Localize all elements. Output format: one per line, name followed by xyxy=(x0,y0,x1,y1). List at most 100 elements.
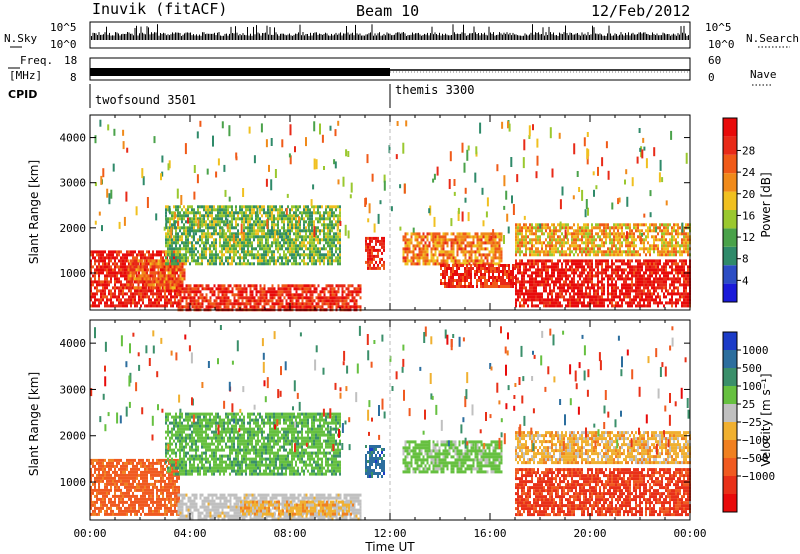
data-cell xyxy=(450,256,453,260)
data-cell xyxy=(191,223,193,227)
data-cell xyxy=(525,247,527,251)
data-cell xyxy=(183,305,186,309)
data-cell xyxy=(645,262,647,266)
data-cell xyxy=(193,226,195,230)
data-cell xyxy=(567,229,569,233)
data-cell xyxy=(537,292,539,296)
data-cell xyxy=(551,265,553,269)
data-cell xyxy=(199,229,201,233)
data-cell xyxy=(148,286,150,290)
data-cell xyxy=(543,301,545,305)
data-cell xyxy=(601,244,603,248)
data-cell xyxy=(175,262,177,266)
nsky-bar xyxy=(92,32,94,40)
data-cell xyxy=(215,253,217,257)
nsky-bar xyxy=(275,32,277,40)
data-cell xyxy=(637,268,639,272)
data-cell xyxy=(531,295,533,299)
nsky-bar xyxy=(596,33,598,40)
data-cell xyxy=(245,290,248,294)
data-cell xyxy=(373,257,375,261)
data-cell xyxy=(100,289,102,293)
data-cell xyxy=(126,298,128,302)
data-cell xyxy=(168,274,170,278)
data-cell xyxy=(301,287,304,291)
data-cell xyxy=(207,217,209,221)
data-cell xyxy=(687,304,689,308)
data-cell xyxy=(474,264,476,267)
nsky-bar xyxy=(658,35,659,40)
data-cell xyxy=(335,293,338,297)
data-cell xyxy=(675,223,677,227)
data-cell xyxy=(131,268,134,272)
data-cell xyxy=(309,305,312,309)
data-cell xyxy=(563,280,565,284)
data-cell xyxy=(480,279,482,282)
data-cell xyxy=(577,283,579,287)
data-cell xyxy=(565,265,567,269)
data-cell xyxy=(112,274,114,278)
data-cell xyxy=(98,277,100,281)
data-cell xyxy=(139,280,142,284)
data-cell xyxy=(527,295,529,299)
data-cell xyxy=(547,232,549,236)
data-cell xyxy=(160,289,162,293)
data-cell xyxy=(623,235,625,239)
nsky-bar xyxy=(443,35,445,40)
data-cell xyxy=(687,241,689,245)
data-cell xyxy=(671,253,673,257)
data-cell xyxy=(446,238,449,242)
data-cell xyxy=(613,235,615,239)
nsky-bar xyxy=(461,32,463,40)
data-cell xyxy=(629,289,631,293)
data-cell xyxy=(549,229,551,233)
data-cell xyxy=(223,284,226,288)
data-cell xyxy=(565,277,567,281)
data-cell xyxy=(185,247,187,251)
data-cell xyxy=(438,232,441,236)
data-cell xyxy=(162,250,164,254)
data-cell xyxy=(607,265,609,269)
data-cell xyxy=(104,268,106,272)
data-cell xyxy=(157,262,160,266)
data-cell xyxy=(607,223,609,227)
data-cell xyxy=(183,232,185,236)
data-cell xyxy=(102,265,104,269)
data-cell xyxy=(609,232,611,236)
data-cell xyxy=(126,250,128,254)
data-cell xyxy=(100,271,102,275)
nsky-bar xyxy=(154,32,155,40)
data-cell xyxy=(585,274,587,278)
nsky-bar xyxy=(218,32,220,40)
data-cell xyxy=(209,211,211,215)
data-cell xyxy=(474,262,477,266)
data-cell xyxy=(458,285,460,288)
data-cell xyxy=(545,244,547,248)
data-cell xyxy=(488,232,491,236)
nsky-bar xyxy=(545,32,547,40)
data-cell xyxy=(579,274,581,278)
nsky-bar xyxy=(421,35,422,40)
data-cell xyxy=(337,290,340,294)
data-cell xyxy=(573,259,575,263)
data-cell xyxy=(128,253,130,257)
data-cell xyxy=(677,268,679,272)
data-cell xyxy=(601,229,603,233)
data-cell xyxy=(583,271,585,275)
data-cell xyxy=(142,301,144,305)
data-cell xyxy=(633,244,635,248)
data-cell xyxy=(147,268,150,272)
data-cell xyxy=(191,247,193,251)
data-cell xyxy=(211,305,214,309)
data-cell xyxy=(587,241,589,245)
data-cell xyxy=(496,262,499,266)
data-cell xyxy=(235,293,238,297)
data-cell xyxy=(273,305,276,309)
data-cell xyxy=(687,301,689,305)
data-cell xyxy=(525,301,527,305)
data-cell xyxy=(247,299,250,303)
data-cell xyxy=(665,244,667,248)
data-cell xyxy=(519,241,521,245)
data-cell xyxy=(581,295,583,299)
data-cell xyxy=(253,302,256,306)
